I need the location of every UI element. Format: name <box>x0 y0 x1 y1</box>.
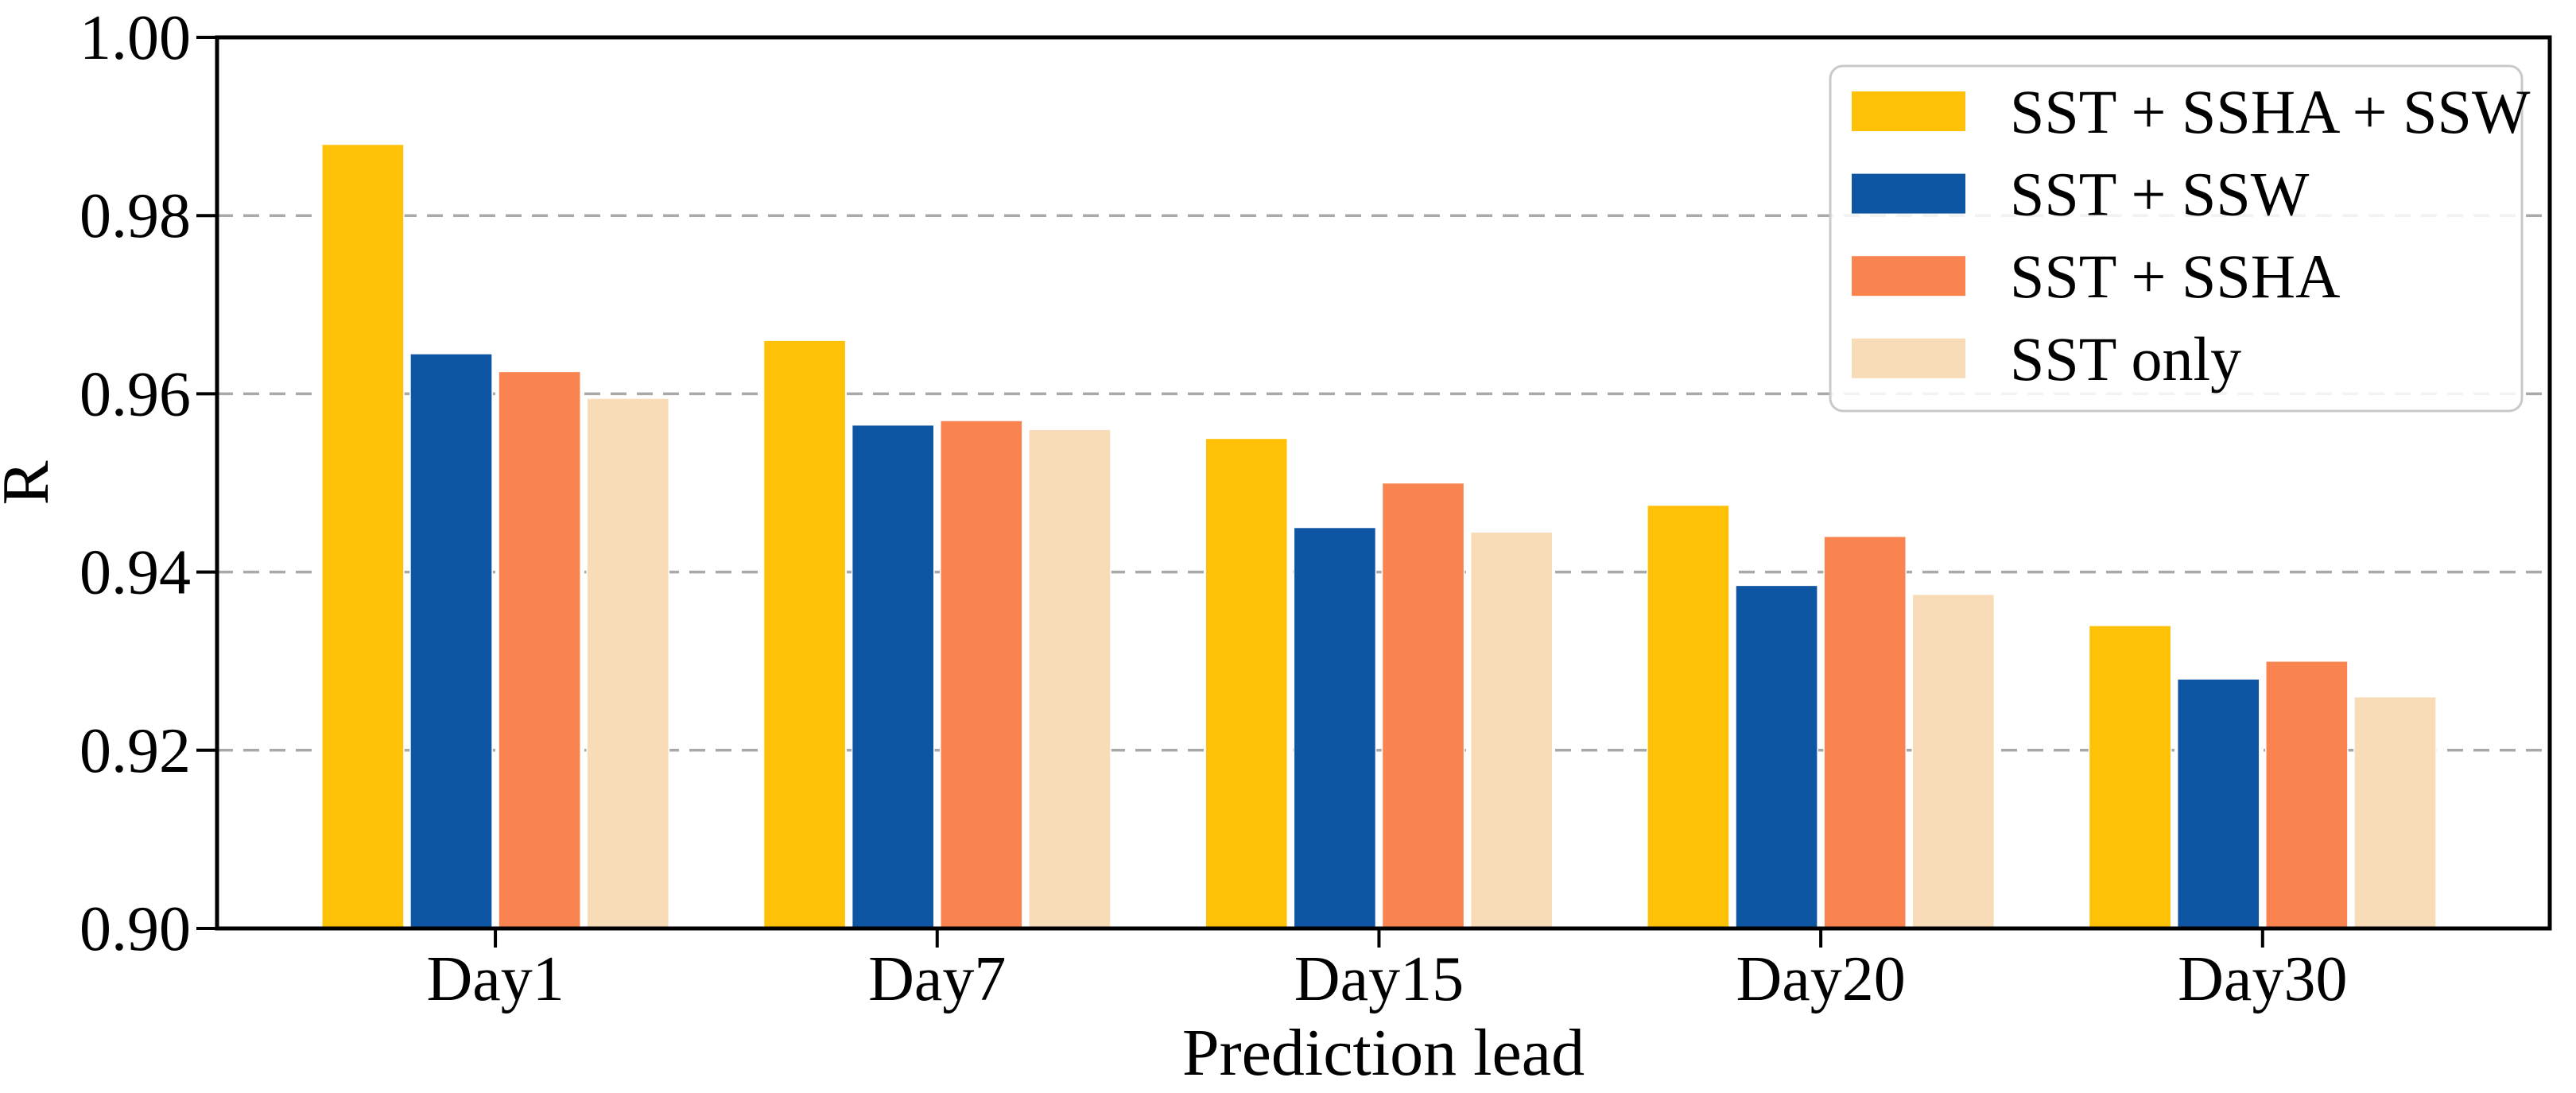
legend-swatch-sst-ssha-ssw <box>1852 91 1965 131</box>
x-tick-label-day7: Day7 <box>868 944 1006 1014</box>
bar-day7-sst-ssha <box>940 420 1023 929</box>
y-tick-label: 0.98 <box>80 181 191 251</box>
legend-swatch-sst-only <box>1852 338 1965 378</box>
x-tick-label-day20: Day20 <box>1736 944 1905 1014</box>
x-tick-label-day30: Day30 <box>2178 944 2347 1014</box>
y-tick-label: 0.96 <box>80 359 191 429</box>
bar-day30-sst-ssw <box>2176 678 2260 929</box>
legend-box <box>1829 64 2524 413</box>
bar-day20-sst-ssw <box>1735 584 1818 929</box>
y-tick-label: 0.90 <box>80 894 191 964</box>
bar-day30-sst-ssha-ssw <box>2088 625 2172 929</box>
legend-label-sst-ssha-ssw: SST + SSHA + SSW <box>2010 77 2531 146</box>
legend-swatch-sst-ssha <box>1852 256 1965 297</box>
bar-day7-sst-ssha-ssw <box>762 339 847 929</box>
bar-day20-sst-only <box>1911 593 1996 929</box>
bar-day15-sst-ssha <box>1381 482 1465 929</box>
plot-border <box>215 35 2552 931</box>
y-tick-label: 1.00 <box>80 3 191 73</box>
y-tick-label: 0.92 <box>80 716 191 786</box>
y-axis-title: R <box>0 460 63 505</box>
bar-day20-sst-ssha-ssw <box>1647 504 1730 929</box>
bar-day1-sst-only <box>586 397 670 929</box>
bar-day7-sst-ssw <box>851 424 935 929</box>
bar-day20-sst-ssha <box>1823 536 1907 929</box>
bar-day1-sst-ssha <box>498 370 581 929</box>
bar-day30-sst-ssha <box>2265 660 2349 929</box>
bar-day1-sst-ssw <box>409 353 493 929</box>
legend-label-sst-only: SST only <box>2010 324 2241 393</box>
bar-day15-sst-ssha-ssw <box>1205 437 1289 929</box>
bar-day7-sst-only <box>1028 428 1111 929</box>
x-tick-label-day1: Day1 <box>426 944 564 1014</box>
legend-label-sst-ssw: SST + SSW <box>2010 160 2310 229</box>
y-tick-label: 0.94 <box>80 538 191 608</box>
legend-label-sst-ssha: SST + SSHA <box>2010 242 2340 311</box>
bar-day15-sst-only <box>1469 531 1554 929</box>
bar-day1-sst-ssha-ssw <box>321 143 405 929</box>
x-axis-title: Prediction lead <box>1182 1016 1585 1089</box>
legend-swatch-sst-ssw <box>1852 173 1965 214</box>
x-tick-label-day15: Day15 <box>1294 944 1464 1014</box>
bar-day30-sst-only <box>2353 696 2437 929</box>
bar-day15-sst-ssw <box>1293 526 1377 929</box>
